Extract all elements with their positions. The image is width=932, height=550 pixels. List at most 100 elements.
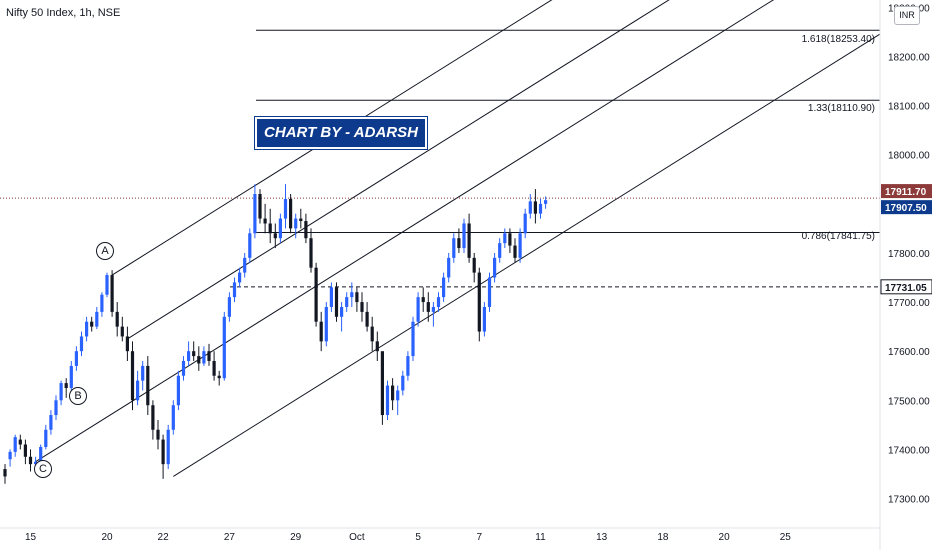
candle-body — [391, 385, 395, 401]
price-tag-label: 17911.70 — [885, 187, 927, 198]
candle-body — [401, 375, 405, 391]
candle-body — [197, 356, 201, 364]
candle-body — [477, 272, 481, 332]
candle-body — [227, 297, 231, 317]
candle-body — [442, 277, 446, 298]
candle-body — [59, 383, 63, 401]
candle-body — [268, 223, 272, 234]
candle-body — [217, 375, 221, 379]
candle-body — [95, 311, 99, 327]
fibonacci-levels — [256, 29, 880, 233]
candle-body — [171, 405, 175, 430]
currency-button[interactable]: INR — [894, 6, 920, 25]
channel-line — [173, 33, 881, 477]
candle-body — [273, 233, 277, 239]
price-tick-label: 18000.00 — [888, 151, 930, 162]
candle-body — [207, 351, 211, 362]
candle-body — [334, 287, 339, 317]
time-axis: 15 20 22 27 29 Oct 5 7 11 13 18 20 25 — [0, 527, 880, 543]
candle-body — [110, 275, 114, 312]
candle-body — [100, 294, 104, 312]
candle-body — [90, 321, 94, 327]
channel-line — [35, 0, 775, 463]
candle-body — [487, 277, 492, 307]
candle-body — [324, 306, 328, 342]
candle-body — [181, 361, 186, 376]
candle-body — [538, 203, 543, 214]
candle-body — [18, 439, 22, 445]
price-tag-label: 17907.50 — [885, 203, 927, 214]
candle-body — [161, 439, 165, 465]
candle-body — [544, 200, 548, 204]
candle-body — [54, 400, 58, 416]
candle-body — [23, 444, 27, 457]
price-tick-label: 18200.00 — [888, 52, 930, 63]
candle-body — [436, 297, 441, 307]
candle-body — [533, 201, 537, 214]
candle-body — [69, 365, 73, 389]
price-tick-label: 17700.00 — [888, 298, 930, 309]
candle-body — [187, 351, 191, 362]
time-tick-label: 11 — [535, 532, 546, 543]
candle-body — [146, 365, 150, 406]
price-tick-label: 17400.00 — [888, 445, 930, 456]
candle-body — [426, 302, 430, 312]
candle-body — [238, 272, 242, 283]
price-tick-label: 17600.00 — [888, 347, 930, 358]
candle-body — [508, 233, 512, 246]
candle-body — [130, 351, 135, 401]
candle-body — [319, 321, 323, 342]
candle-body — [411, 321, 415, 357]
fib-label-1618: 1.618(18253.40) — [801, 34, 875, 45]
chart-title: Nifty 50 Index, 1h, NSE — [6, 7, 121, 19]
time-tick-label: 29 — [290, 532, 302, 543]
candle-body — [294, 218, 298, 229]
candle-body — [314, 267, 318, 322]
candle-body — [503, 233, 507, 244]
time-tick-label: 15 — [25, 532, 37, 543]
price-axis: 18300.0018200.0018100.0018000.0017800.00… — [879, 0, 932, 550]
time-tick-label: 20 — [719, 532, 731, 543]
price-lines — [0, 197, 880, 288]
candle-body — [243, 257, 247, 273]
candle-body — [44, 429, 48, 447]
time-tick-label: 20 — [101, 532, 113, 543]
price-tag-label: 17731.05 — [885, 283, 927, 294]
candle-body — [125, 336, 129, 352]
candle-body — [370, 326, 374, 342]
wave-label-c: C — [34, 460, 52, 478]
candle-body — [156, 429, 160, 440]
time-tick-label: 25 — [780, 532, 792, 543]
time-tick-label: 27 — [224, 532, 236, 543]
candle-body — [406, 356, 410, 376]
candle-body — [8, 451, 12, 460]
candle-body — [523, 213, 527, 234]
candle-body — [253, 194, 257, 234]
candle-body — [141, 365, 145, 381]
candle-body — [212, 361, 216, 376]
channel-line — [127, 0, 670, 340]
time-tick-label: 13 — [596, 532, 608, 543]
candle-body — [431, 306, 435, 312]
candle-body — [74, 351, 78, 366]
price-tick-label: 17800.00 — [888, 249, 930, 260]
candle-body — [115, 311, 119, 327]
candle-body — [79, 336, 84, 352]
wave-label-b: B — [69, 387, 87, 405]
price-tag — [881, 184, 932, 199]
candle-body — [513, 245, 517, 258]
candle-body — [28, 456, 33, 465]
candle-body — [375, 341, 379, 352]
candle-body — [222, 316, 226, 379]
candle-body — [467, 223, 471, 258]
candle-body — [447, 257, 451, 278]
candle-body — [13, 437, 17, 452]
candle-body — [49, 415, 53, 430]
candle-body — [39, 446, 43, 462]
candle-body — [304, 221, 308, 239]
candle-body — [120, 326, 124, 337]
candle-body — [329, 287, 333, 307]
candle-body — [396, 390, 400, 401]
time-tick-label: 7 — [477, 532, 483, 543]
time-tick-label: Oct — [349, 532, 365, 543]
